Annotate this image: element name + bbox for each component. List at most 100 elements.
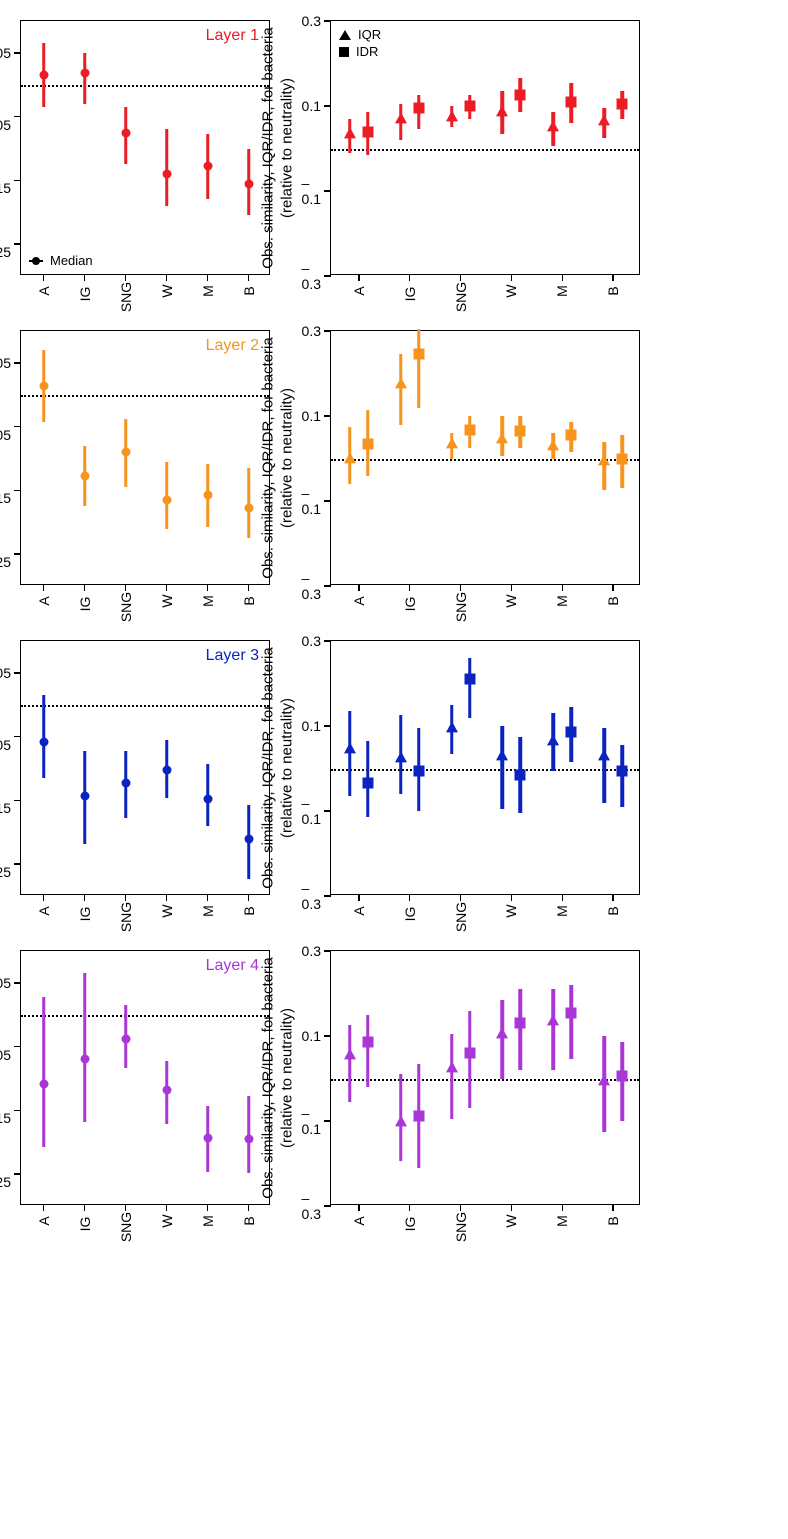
xtick-label: IG [77,907,93,922]
legend-item: Median [29,253,93,268]
ytick-label: –0.05 [0,101,11,133]
iqr-marker [547,439,559,450]
ytick [324,725,331,727]
ytick [324,1035,331,1037]
median-marker [162,170,171,179]
ytick-label: –0.05 [0,1031,11,1063]
xtick-label: SNG [453,902,469,932]
plot-area: –0.3–0.10.10.3AIGSNGWMB [330,950,640,1205]
median-marker [39,382,48,391]
error-bar [417,329,421,408]
xtick [248,894,250,901]
iqr-marker [446,437,458,448]
xtick [562,274,564,281]
iqr-marker [395,1116,407,1127]
ytick-label: –0.15 [0,784,11,816]
ytick [14,243,21,245]
iqr-marker [598,454,610,465]
iqr-marker [344,452,356,463]
median-marker [244,504,253,513]
xtick [84,1204,86,1211]
xtick [207,894,209,901]
ytick [14,180,21,182]
reference-line [21,395,269,397]
ytick [14,863,21,865]
xtick-label: B [241,1216,257,1225]
median-marker [244,1135,253,1144]
xtick [43,894,45,901]
median-marker [121,779,130,788]
error-bar [602,728,606,802]
idr-marker [566,1007,577,1018]
median-marker [121,448,130,457]
xtick-label: W [503,1214,519,1227]
iqr-marker [446,110,458,121]
xtick [409,1204,411,1211]
ytick [324,415,331,417]
xtick-label: W [159,904,175,917]
idr-marker [464,424,475,435]
iqr-marker [446,722,458,733]
xtick-label: A [351,286,367,295]
iqr-marker [395,751,407,762]
xtick-label: A [351,906,367,915]
xtick [207,1204,209,1211]
ytick-label: 0.05 [0,665,11,681]
panel: Obs. similarity, IQR/IDR, for bacteria(r… [330,950,640,1205]
panel: Obs. similarity, median, for bacteria(re… [20,640,270,895]
ytick-label: –0.25 [0,848,11,880]
xtick-label: M [200,595,216,607]
idr-marker [362,778,373,789]
iqr-marker [344,127,356,138]
error-bar [468,1011,472,1109]
panel: Obs. similarity, median, for bacteria(re… [20,950,270,1205]
ytick [324,20,331,22]
xtick [84,274,86,281]
xtick-label: SNG [118,282,134,312]
xtick [511,894,513,901]
iqr-marker [344,743,356,754]
xtick-label: SNG [118,902,134,932]
xtick-label: W [503,284,519,297]
ytick [324,105,331,107]
xtick [125,1204,127,1211]
panel: Obs. similarity, IQR/IDR, for bacteria(r… [330,640,640,895]
plot-area: –0.25–0.15–0.050.05AIGSNGWMBLayer 3 [20,640,270,895]
ytick-label: 0.1 [302,1028,321,1044]
xtick-label: A [36,906,52,915]
idr-marker [515,90,526,101]
ytick [324,330,331,332]
xtick [409,894,411,901]
xtick [166,894,168,901]
xtick [460,274,462,281]
panel: Obs. similarity, IQR/IDR, for bacteria(r… [330,20,640,275]
layer-label: Layer 3 [206,647,259,665]
xtick [84,584,86,591]
xtick-label: M [554,595,570,607]
layer-label: Layer 4 [206,957,259,975]
xtick-label: B [241,596,257,605]
ytick [14,116,21,118]
median-marker [39,1079,48,1088]
error-bar [165,129,169,206]
ytick [14,982,21,984]
ytick-label: –0.05 [0,721,11,753]
xtick-label: IG [402,907,418,922]
error-bar [450,1034,454,1119]
median-marker [162,1085,171,1094]
xtick-label: M [554,285,570,297]
xtick [358,1204,360,1211]
median-marker [39,71,48,80]
idr-marker [413,349,424,360]
iqr-marker [547,1015,559,1026]
ytick [324,640,331,642]
layer-label: Layer 1 [206,27,259,45]
reference-line [331,459,639,461]
median-marker [244,179,253,188]
error-bar [42,997,46,1147]
idr-marker [617,1071,628,1082]
ytick [324,1205,331,1207]
error-bar [570,985,574,1059]
idr-marker [362,1037,373,1048]
legend-iqr-idr: IQRIDR [339,27,381,59]
